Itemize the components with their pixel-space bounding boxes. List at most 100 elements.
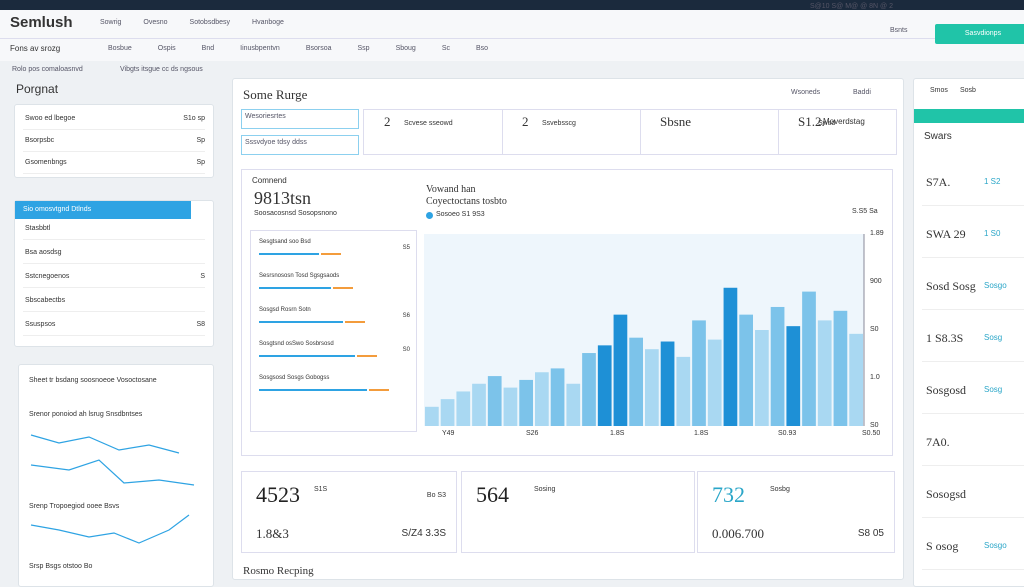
bar bbox=[472, 383, 486, 426]
cards: 4523 S1S 1.8&3 S/Z4 3.3S Bo S3 564 Sosing 732 So… bbox=[241, 471, 897, 553]
breadcrumb: Vibgts itsgue cc ds ngsous bbox=[120, 66, 203, 73]
stat-divider bbox=[640, 110, 641, 154]
right-bar bbox=[914, 109, 1024, 123]
row-label: Swoo ed lbegoe bbox=[25, 115, 76, 122]
panel3-label: Sheet tr bsdang soosnoeoe Vosoctosane bbox=[29, 377, 157, 384]
nav-item[interactable]: Hvanboge bbox=[252, 19, 284, 26]
card-big: 564 bbox=[476, 482, 509, 507]
list-bar bbox=[259, 355, 355, 357]
sparklines bbox=[30, 434, 195, 544]
top-strip bbox=[0, 0, 1024, 10]
tool[interactable]: Baddi bbox=[853, 89, 871, 96]
sidebar-panel: Swoo ed lbegoe S1o sp Bsorpsbc Sp Gsomenbngs… bbox=[14, 104, 214, 178]
right-label: 1.89 bbox=[870, 230, 884, 237]
bar bbox=[692, 320, 706, 426]
card-big: 4523 bbox=[256, 482, 300, 507]
overview-big: 9813tsn bbox=[254, 188, 312, 208]
header: Semlush Sowrig Ovesno Sotobsdbesy Hvanboge … bbox=[0, 3, 1024, 39]
bar bbox=[550, 368, 565, 426]
bar bbox=[440, 399, 455, 426]
stat-value: Sbsne bbox=[660, 114, 692, 129]
row-value: S8 bbox=[196, 321, 205, 328]
list-value: S0 bbox=[402, 347, 410, 353]
panel3-label: Srenor ponoiod ah lsrug Snsdbntses bbox=[29, 411, 143, 418]
x-label: 1.8S bbox=[694, 430, 709, 437]
action-button[interactable]: Sasvdionps bbox=[935, 24, 1024, 44]
bar-chart bbox=[424, 234, 865, 426]
row-value: Sp bbox=[196, 159, 205, 166]
list-bar bbox=[259, 389, 367, 391]
row-divider bbox=[23, 239, 205, 240]
row-label: Stasbbtl bbox=[25, 225, 51, 232]
item-value: S7A. bbox=[926, 175, 951, 189]
subnav-item[interactable]: Ospis bbox=[157, 45, 176, 52]
bar bbox=[707, 339, 722, 426]
bar bbox=[519, 379, 533, 426]
subnav-item[interactable]: Sboug bbox=[395, 45, 416, 52]
stat-right: Moverdstag bbox=[823, 117, 865, 126]
item-value: 7A0. bbox=[926, 435, 950, 449]
filter[interactable]: Sssvdyoe tdsy ddss bbox=[241, 135, 359, 155]
overview-label: Comnend bbox=[252, 176, 287, 185]
bar bbox=[535, 372, 549, 426]
tool[interactable]: Wsoneds bbox=[791, 89, 821, 96]
subnav-item[interactable]: Bsorsoa bbox=[305, 45, 332, 52]
chart-title: Vowand han bbox=[426, 184, 476, 195]
subnav-item[interactable]: Iinusbpentvn bbox=[240, 45, 280, 52]
row-label: Ssuspsos bbox=[25, 321, 56, 328]
bar bbox=[676, 356, 691, 426]
card-right: S8 05 bbox=[857, 528, 884, 539]
chart-subtitle: Coyectoctans tosbto bbox=[426, 196, 507, 207]
subnav-item[interactable]: Bosbue bbox=[108, 45, 132, 52]
card-right: S/Z4 3.3S bbox=[401, 528, 446, 539]
subnav: Fons av srozg Bosbue Ospis Bnd Iinusbpentvn… bbox=[0, 24, 1024, 61]
subnav-item[interactable]: Ssp bbox=[357, 45, 370, 52]
tab[interactable]: Sosb bbox=[960, 87, 976, 94]
nav-item[interactable]: Sowrig bbox=[100, 19, 122, 26]
row-divider bbox=[23, 151, 205, 152]
filter[interactable]: Wesoriesrtes bbox=[241, 109, 359, 129]
list-label: Sosgtsnd osSwo Sosbrsosd bbox=[259, 341, 334, 347]
item-label: Sosgo bbox=[984, 541, 1007, 550]
breadcrumb: Rolo pos comaloasnvd bbox=[12, 66, 83, 73]
bar bbox=[629, 337, 643, 426]
item-value: SWA 29 bbox=[926, 227, 966, 241]
nav-item[interactable]: Sotobsdbesy bbox=[189, 19, 231, 26]
right-panel: Swars Smos Sosb S7A. 1 S2 SWA 29 1 S0 Sosd Sos… bbox=[913, 78, 1024, 587]
search[interactable]: Bsnts bbox=[890, 27, 908, 34]
item-divider bbox=[922, 361, 1024, 362]
brand: Semlush bbox=[10, 14, 73, 31]
bar bbox=[755, 330, 769, 426]
nav-item[interactable]: Ovesno bbox=[143, 19, 168, 26]
row-label: Bsorpsbc bbox=[25, 137, 55, 144]
card-big: 732 bbox=[712, 482, 745, 507]
bar bbox=[739, 314, 753, 426]
tab[interactable]: Smos bbox=[930, 87, 948, 94]
bar bbox=[817, 320, 832, 426]
row-value: Sp bbox=[196, 137, 205, 144]
sparkline bbox=[30, 459, 195, 486]
stats: 2 Scvese sseowd 2 Ssvebsscg Sbsne S1.2. Swsd bbox=[363, 109, 897, 155]
list-bar bbox=[345, 321, 365, 323]
subnav-item[interactable]: Bnd bbox=[201, 45, 215, 52]
card-tag: Sosbg bbox=[770, 486, 790, 493]
subnav-item[interactable]: Sc bbox=[441, 45, 450, 52]
card-small: 1.8&3 bbox=[256, 526, 289, 541]
card: 732 Sosbg 0.006.700 S8 05 bbox=[697, 471, 895, 553]
right-label: S0 bbox=[870, 326, 879, 333]
x-label: S0.93 bbox=[778, 430, 797, 437]
row-label: Sstcnegoenos bbox=[25, 273, 70, 280]
row-divider bbox=[23, 311, 205, 312]
bar bbox=[613, 314, 628, 426]
subnav-item[interactable]: Bso bbox=[476, 45, 489, 52]
stat-value: 2 bbox=[522, 114, 529, 129]
x-label: S26 bbox=[526, 430, 539, 437]
sparkline bbox=[30, 514, 190, 544]
bar bbox=[849, 333, 863, 426]
item-divider bbox=[922, 413, 1024, 414]
bar bbox=[723, 287, 738, 426]
nav: Sowrig Ovesno Sotobsdbesy Hvanboge bbox=[100, 19, 284, 26]
item-value: S osog bbox=[926, 539, 959, 553]
bar bbox=[425, 406, 439, 426]
card: 4523 S1S 1.8&3 S/Z4 3.3S Bo S3 bbox=[241, 471, 457, 553]
